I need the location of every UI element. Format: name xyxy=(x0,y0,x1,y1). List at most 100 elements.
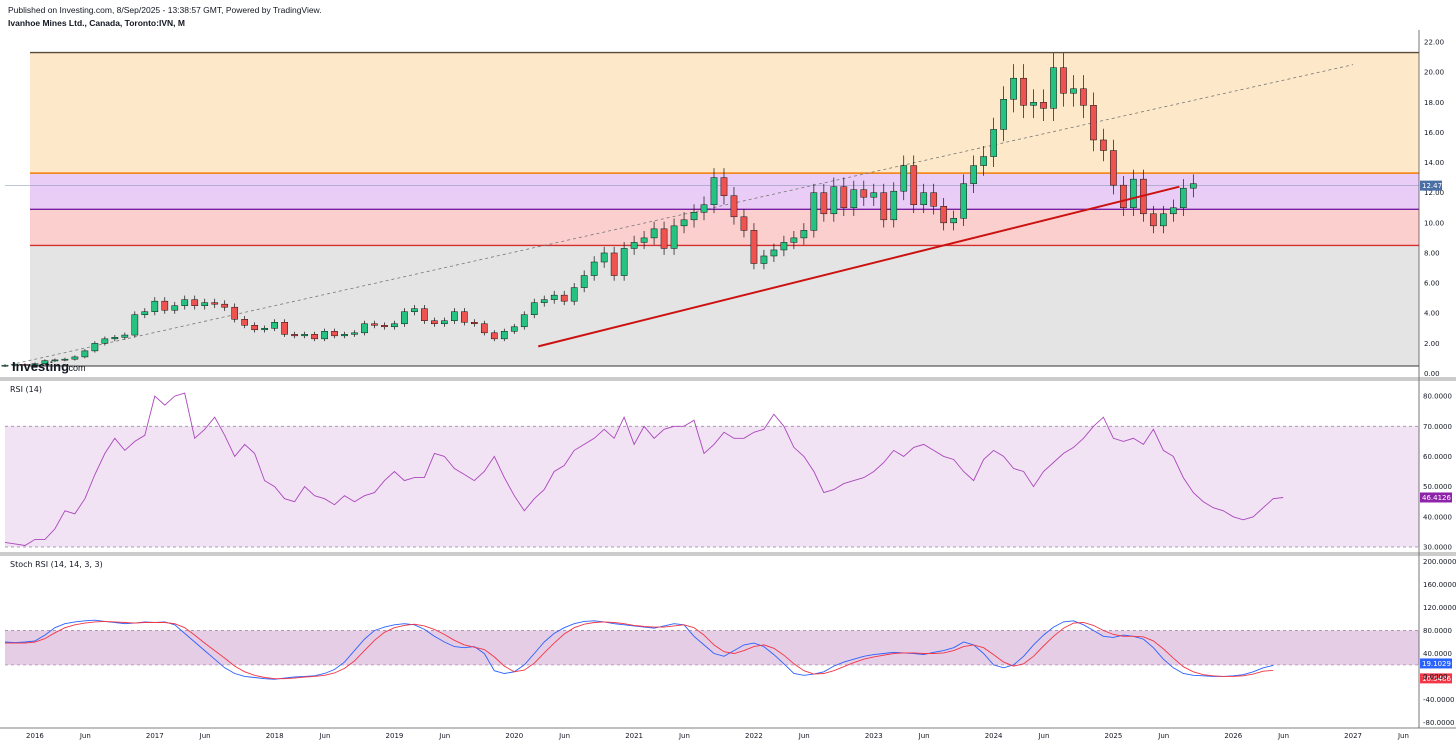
candle-body xyxy=(760,255,768,264)
candle-body xyxy=(1010,77,1017,100)
candle-body xyxy=(710,177,718,206)
candle-body xyxy=(441,320,448,325)
candle-body xyxy=(71,356,79,360)
dashed-trendline xyxy=(4,64,1354,367)
candle-body xyxy=(580,275,588,288)
candle-body xyxy=(321,331,328,340)
candle-body xyxy=(281,322,288,335)
time-tick-label: Jun xyxy=(678,732,690,740)
stoch-tick-label: 200.0000 xyxy=(1423,558,1456,566)
candle-body xyxy=(970,165,977,184)
candle-body xyxy=(1120,184,1127,209)
candle-body xyxy=(1020,77,1027,106)
candle-body xyxy=(191,299,199,306)
rsi-tick-label: 40.0000 xyxy=(1423,513,1452,521)
candle-body xyxy=(371,323,378,326)
stoch-last-value-k: 19.1029 xyxy=(1422,660,1451,668)
candle-body xyxy=(890,190,898,221)
zone-band-3 xyxy=(30,245,1419,366)
candle-body xyxy=(640,237,648,243)
time-tick-label: Jun xyxy=(558,732,570,740)
candle-body xyxy=(840,186,848,209)
candle-body xyxy=(391,323,398,328)
time-tick-label: 2024 xyxy=(985,732,1003,740)
candle-body xyxy=(271,322,278,329)
candle-body xyxy=(1179,187,1187,209)
rsi-tick-label: 80.0000 xyxy=(1423,393,1452,401)
candle-body xyxy=(461,311,468,323)
price-pane[interactable]: 22.00 20.00 18.00 16.00 14.00 12.00 10.00 8.00 6… xyxy=(1,39,1444,378)
candle-body xyxy=(1040,102,1047,109)
candle-body xyxy=(570,287,578,302)
stoch-tick-label: -80.0000 xyxy=(1423,719,1454,727)
investing-logo-suffix: .com xyxy=(66,363,86,373)
candle-body xyxy=(241,318,249,326)
candle-body xyxy=(830,186,838,215)
candle-body xyxy=(990,129,997,157)
candle-body xyxy=(800,230,808,239)
time-tick-label: 2023 xyxy=(865,732,883,740)
candle-body xyxy=(470,322,478,325)
candle-body xyxy=(311,334,318,340)
price-tick-label: 2.00 xyxy=(1424,340,1440,348)
price-tick-label: 14.00 xyxy=(1424,159,1444,167)
candle-body xyxy=(381,325,388,328)
candle-body xyxy=(1030,102,1037,106)
stoch-tick-label: 0.0000 xyxy=(1423,673,1448,681)
candle-body xyxy=(141,311,149,315)
candle-body xyxy=(1050,67,1057,109)
rsi-line xyxy=(4,392,1284,546)
candle-body xyxy=(331,331,338,337)
candle-body xyxy=(1100,139,1107,151)
stoch-tick-label: 120.0000 xyxy=(1423,604,1456,612)
candle-body xyxy=(121,334,129,338)
candle-body xyxy=(11,364,19,366)
stoch-line-d xyxy=(5,620,1274,680)
candle-body xyxy=(810,192,818,231)
stoch-line-k xyxy=(4,619,1274,680)
candle-body xyxy=(411,308,418,312)
candle-body xyxy=(301,334,308,337)
time-axis[interactable]: 2016 Jun 2017 Jun 2018 Jun 2019 Jun 2020 Jun 2021 J… xyxy=(26,732,1409,740)
stoch-band xyxy=(5,630,1419,665)
candle-body xyxy=(750,230,758,264)
candle-body xyxy=(740,216,748,231)
candle-body xyxy=(590,261,598,276)
candle-body xyxy=(161,300,169,311)
candle-body xyxy=(361,323,368,334)
time-tick-label: Jun xyxy=(1397,732,1409,740)
candle-body xyxy=(880,192,888,221)
candle-body xyxy=(870,192,878,198)
candle-body xyxy=(291,334,298,337)
stoch-pane[interactable]: 19.1029 10.5486 Stoch RSI (14, 14, 3, 3) 20… xyxy=(4,558,1456,727)
zone-band-2 xyxy=(30,209,1419,246)
rsi-tick-label: 30.0000 xyxy=(1423,543,1452,551)
candle-body xyxy=(820,192,828,215)
price-tick-label: 10.00 xyxy=(1424,219,1444,227)
candle-body xyxy=(480,323,488,334)
candle-body xyxy=(490,332,498,340)
rsi-band xyxy=(5,426,1419,547)
price-tick-label: 12.00 xyxy=(1424,189,1444,197)
candle-body xyxy=(181,299,189,306)
rsi-pane[interactable]: RSI (14) 80.0000 70.0000 60.0000 50.0000 40.0… xyxy=(4,385,1452,551)
candle-body xyxy=(341,334,348,337)
candle-body xyxy=(650,228,658,239)
price-tick-label: 16.00 xyxy=(1424,129,1444,137)
candle-body xyxy=(930,192,938,207)
time-tick-label: Jun xyxy=(79,732,91,740)
candle-body xyxy=(520,314,528,328)
investing-logo: Investing xyxy=(12,359,69,374)
candle-body xyxy=(1160,213,1167,227)
candle-body xyxy=(351,332,358,335)
time-tick-label: 2018 xyxy=(266,732,284,740)
candle-body xyxy=(960,183,967,219)
time-tick-label: 2020 xyxy=(505,732,523,740)
chart-header: Published on Investing.com, 8/Sep/2025 -… xyxy=(8,4,322,30)
stoch-tick-label: 160.0000 xyxy=(1423,581,1456,589)
stoch-tick-label: 40.0000 xyxy=(1423,650,1452,658)
time-tick-label: Jun xyxy=(318,732,330,740)
candle-body xyxy=(51,359,59,362)
candle-body xyxy=(101,338,109,344)
